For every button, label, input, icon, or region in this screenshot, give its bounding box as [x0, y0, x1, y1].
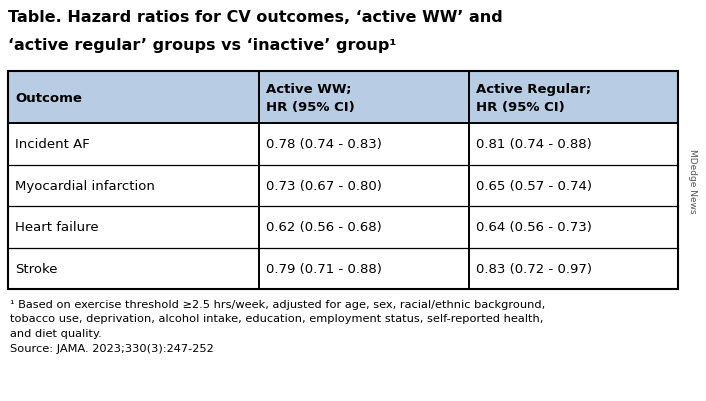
- Text: tobacco use, deprivation, alcohol intake, education, employment status, self-rep: tobacco use, deprivation, alcohol intake…: [10, 314, 544, 324]
- Text: Myocardial infarction: Myocardial infarction: [15, 179, 155, 192]
- Text: 0.73 (0.67 - 0.80): 0.73 (0.67 - 0.80): [266, 179, 382, 192]
- Text: and diet quality.: and diet quality.: [10, 328, 102, 338]
- Text: 0.62 (0.56 - 0.68): 0.62 (0.56 - 0.68): [266, 221, 382, 234]
- Text: Heart failure: Heart failure: [15, 221, 99, 234]
- Text: Incident AF: Incident AF: [15, 138, 90, 151]
- Text: 0.83 (0.72 - 0.97): 0.83 (0.72 - 0.97): [476, 262, 592, 275]
- Bar: [8, 72, 678, 124]
- Text: 0.64 (0.56 - 0.73): 0.64 (0.56 - 0.73): [476, 221, 592, 234]
- Text: HR (95% CI): HR (95% CI): [476, 100, 564, 113]
- Bar: [8, 165, 678, 207]
- Text: HR (95% CI): HR (95% CI): [266, 100, 355, 113]
- Text: 0.78 (0.74 - 0.83): 0.78 (0.74 - 0.83): [266, 138, 382, 151]
- Text: 0.81 (0.74 - 0.88): 0.81 (0.74 - 0.88): [476, 138, 592, 151]
- Text: Active WW;: Active WW;: [266, 82, 352, 95]
- Text: Active Regular;: Active Regular;: [476, 82, 591, 95]
- Text: ‘active regular’ groups vs ‘inactive’ group¹: ‘active regular’ groups vs ‘inactive’ gr…: [8, 38, 396, 53]
- Text: Stroke: Stroke: [15, 262, 57, 275]
- Text: Table. Hazard ratios for CV outcomes, ‘active WW’ and: Table. Hazard ratios for CV outcomes, ‘a…: [8, 10, 503, 25]
- Bar: [8, 207, 678, 248]
- Text: Outcome: Outcome: [15, 91, 82, 104]
- Text: 0.65 (0.57 - 0.74): 0.65 (0.57 - 0.74): [476, 179, 592, 192]
- Text: MDedge News: MDedge News: [688, 148, 697, 213]
- Bar: [8, 124, 678, 165]
- Text: Source: JAMA. 2023;330(3):247-252: Source: JAMA. 2023;330(3):247-252: [10, 342, 214, 352]
- Text: 0.79 (0.71 - 0.88): 0.79 (0.71 - 0.88): [266, 262, 382, 275]
- Bar: [8, 72, 678, 289]
- Text: ¹ Based on exercise threshold ≥2.5 hrs/week, adjusted for age, sex, racial/ethni: ¹ Based on exercise threshold ≥2.5 hrs/w…: [10, 299, 545, 309]
- Bar: [8, 248, 678, 289]
